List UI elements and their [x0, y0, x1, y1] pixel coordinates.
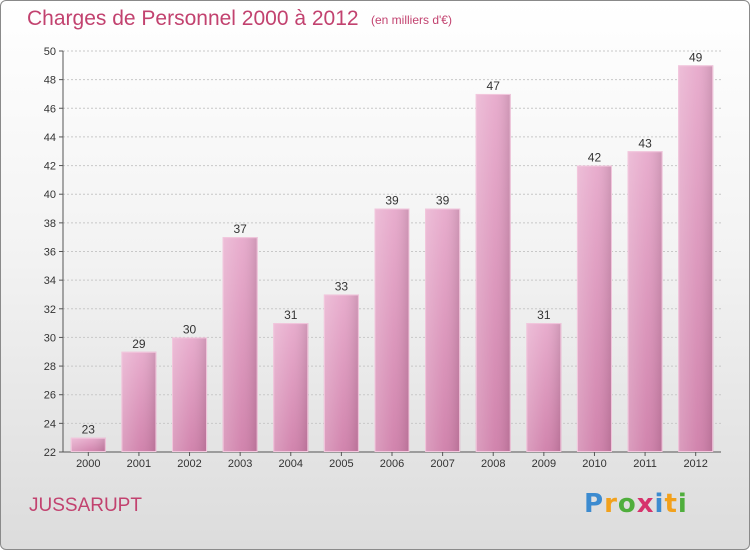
bar-value-label: 47: [487, 79, 501, 93]
bar-outline: [576, 165, 612, 452]
bar-shade: [121, 351, 157, 452]
y-tick-label: 40: [44, 189, 56, 201]
x-tick-label: 2009: [532, 458, 556, 470]
y-tick-label: 50: [44, 46, 56, 58]
bar-shade: [323, 294, 359, 452]
y-tick-label: 36: [44, 247, 56, 259]
bar-value-label: 31: [537, 308, 551, 322]
bar-outline: [526, 323, 562, 453]
x-tick-label: 2006: [380, 458, 404, 470]
bar-outline: [475, 93, 511, 452]
bar-outline: [425, 208, 461, 452]
bar-value-label: 43: [638, 136, 652, 150]
x-tick-label: 2001: [127, 458, 151, 470]
y-tick-label: 24: [44, 418, 56, 430]
bar-outline: [172, 337, 208, 452]
bar-shade: [678, 65, 714, 453]
bar-shade: [374, 208, 410, 452]
y-tick-label: 32: [44, 304, 56, 316]
y-tick-label: 48: [44, 75, 56, 87]
bar-value-label: 37: [233, 222, 247, 236]
bar-outline: [222, 237, 258, 452]
bar-shade: [222, 237, 258, 452]
x-tick-label: 2007: [430, 458, 454, 470]
x-tick-label: 2008: [481, 458, 505, 470]
bar-shade: [576, 165, 612, 453]
y-tick-label: 22: [44, 447, 56, 459]
x-tick-label: 2004: [279, 458, 303, 470]
y-tick-label: 28: [44, 361, 56, 373]
bar-value-label: 49: [689, 50, 703, 64]
bar-outline: [627, 151, 663, 452]
bar-outline: [374, 208, 410, 452]
commune-name: JUSSARUPT: [29, 495, 142, 516]
proxiti-logo: Proxiti: [584, 489, 688, 519]
chart-subtitle: (en milliers d'€): [371, 13, 452, 27]
x-tick-label: 2012: [683, 458, 707, 470]
y-tick-label: 42: [44, 161, 56, 173]
bar-value-label: 23: [82, 423, 96, 437]
x-tick-label: 2010: [582, 458, 606, 470]
bar-shade: [172, 337, 208, 452]
bar-value-label: 39: [385, 194, 399, 208]
bar-outline: [70, 437, 106, 452]
y-tick-label: 46: [44, 103, 56, 115]
bar-shade: [425, 208, 461, 452]
chart-title: Charges de Personnel 2000 à 2012: [27, 7, 359, 30]
bar-value-label: 29: [132, 337, 146, 351]
bar-outline: [121, 351, 157, 452]
x-tick-label: 2002: [177, 458, 201, 470]
bar-outline: [323, 294, 359, 453]
bar-value-label: 33: [335, 279, 349, 293]
bar-value-label: 39: [436, 194, 450, 208]
y-tick-label: 26: [44, 390, 56, 402]
bar-outline: [678, 65, 714, 452]
x-tick-label: 2005: [329, 458, 353, 470]
y-tick-label: 44: [44, 132, 56, 144]
bar-shade: [627, 151, 663, 452]
x-tick-label: 2003: [228, 458, 252, 470]
y-tick-label: 34: [44, 275, 56, 287]
bar-shade: [70, 437, 106, 452]
bar-outline: [273, 323, 309, 453]
bar-shade: [273, 323, 309, 452]
bar-value-label: 31: [284, 308, 298, 322]
x-tick-label: 2000: [76, 458, 100, 470]
bar-shade: [475, 93, 511, 452]
bar-value-label: 42: [588, 151, 602, 165]
x-tick-label: 2011: [633, 458, 657, 470]
y-tick-label: 38: [44, 218, 56, 230]
bar-value-label: 30: [183, 322, 197, 336]
y-tick-label: 30: [44, 332, 56, 344]
bar-shade: [526, 323, 562, 452]
